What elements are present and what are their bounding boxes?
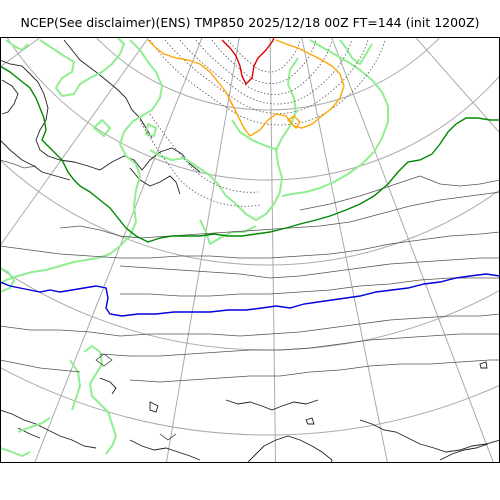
solid-isotherms [0,159,500,383]
coastline [479,361,488,369]
coastline [99,377,117,395]
coastlines [0,39,500,463]
isotherm-green [0,65,500,243]
meridian-line [165,37,240,463]
spread-contour [0,267,15,293]
spread-contour [145,123,157,137]
coastline [63,39,153,139]
latitude-circle [6,37,500,181]
spread-contour [83,345,117,455]
isotherm-contour [149,39,386,126]
spread-contour [17,417,51,433]
spread-contour [0,39,163,285]
isotherm-contour [195,39,333,95]
meridian-line [301,37,389,463]
ensemble-spread-contours [0,37,389,457]
meridian-line [34,37,203,463]
isotherm-contour [139,119,261,207]
coastline [0,409,97,449]
isotherm-contour [0,159,37,169]
isotherm-contour [179,39,353,105]
coastline [247,435,333,463]
isotherm-contour [0,231,500,259]
small-features [95,353,177,441]
spread-contour [281,39,389,197]
spread-contour [231,119,279,151]
latitude-circle [0,159,500,266]
latitude-circle [94,37,442,111]
isotherm-contour [227,39,301,73]
isotherm-contour [0,313,500,337]
coastline [0,59,201,173]
isotherm-orange [286,115,301,130]
coastline [225,399,319,411]
isotherm-contour [159,433,177,441]
coastline [149,401,159,413]
spread-contour [0,447,31,457]
meridian-line [414,37,500,134]
isotherm-contour [99,333,500,357]
isotherm-contour [120,277,500,297]
isotherm-contour [129,359,500,383]
meridian-line [330,37,495,463]
isotherm-contour [299,175,421,211]
isotherm-red [221,37,275,86]
isotherm-contour [0,359,81,373]
isotherm-contour [164,39,369,114]
isotherm-orange [147,39,345,137]
coastline [17,427,41,439]
spread-contour [149,57,299,221]
meridian-line [0,37,150,247]
coastline [129,167,181,195]
latitude-circle [0,366,500,436]
spread-contour [5,39,29,51]
isotherm-contour [119,257,500,279]
spread-contour [339,39,373,65]
map-title: NCEP(See disclaimer)(ENS) TMP850 2025/12… [20,15,480,30]
meridian-line [269,37,277,463]
spread-contour [199,219,257,245]
isotherm-contour [95,353,113,367]
latitude-circle [0,267,500,351]
isotherm-contour [419,175,500,187]
coastline [305,417,315,425]
spread-contour [93,119,111,137]
spread-contour [69,359,81,411]
isotherm-contour [211,39,317,84]
coastline [359,419,500,453]
coastline [129,439,201,461]
coastline [1,79,19,115]
coastline [439,443,489,461]
isotherm-contour [59,191,500,239]
isotherm-contour [149,113,259,193]
spread-contour [39,37,125,97]
isotherm-zero [0,273,500,317]
dotted-isotherms [139,39,386,207]
